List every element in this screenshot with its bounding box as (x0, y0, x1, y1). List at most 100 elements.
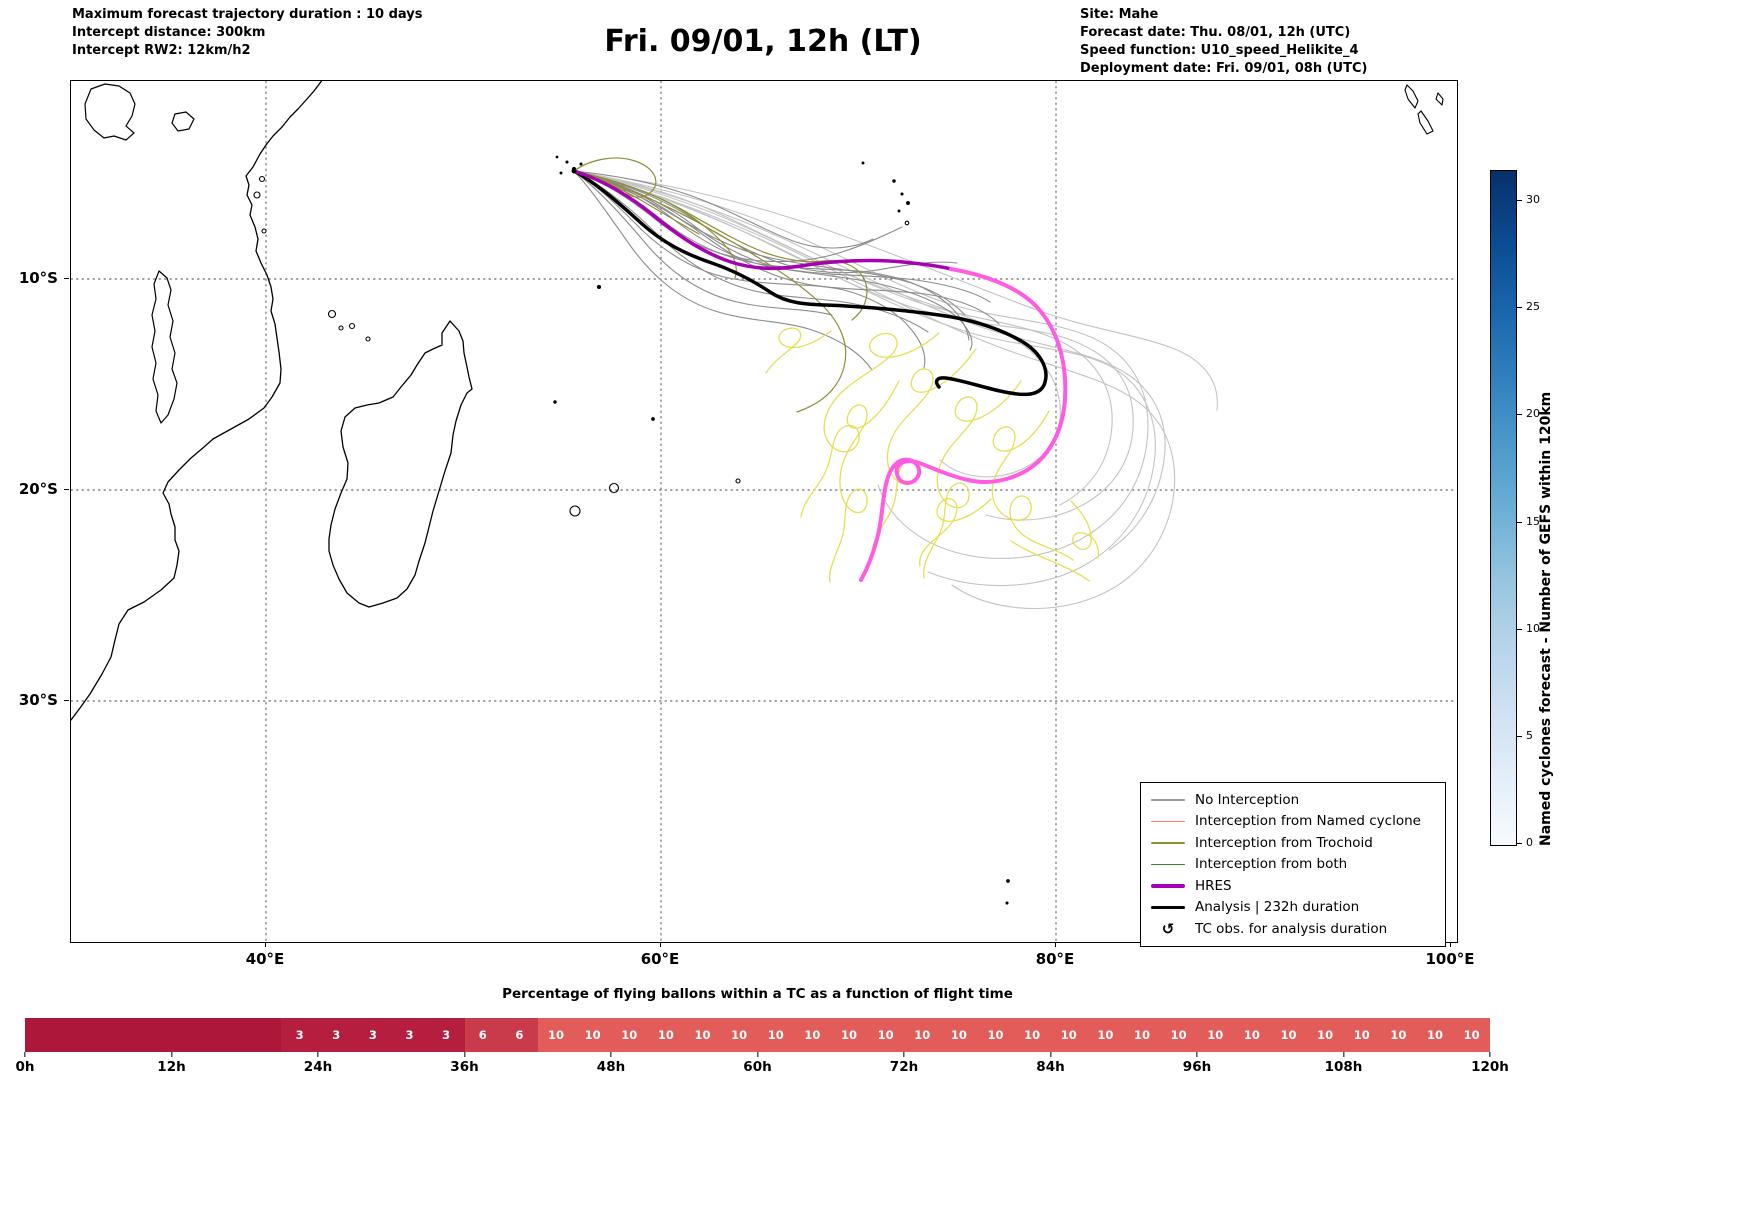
colorbar-tick-label: 15 (1526, 515, 1540, 528)
legend-label: Analysis | 232h duration (1195, 899, 1360, 916)
balloon-pct-segment: 10 (611, 1018, 648, 1052)
legend-label: Interception from Trochoid (1195, 834, 1373, 851)
balloon-pct-segment: 10 (1197, 1018, 1234, 1052)
legend-line-sample (1149, 905, 1187, 909)
trajectory-hres-extension (859, 267, 1068, 582)
colorbar-tickmark (1517, 414, 1522, 416)
figure-title: Fri. 09/01, 12h (LT) (604, 24, 922, 59)
balloon-pct-segment: 10 (1416, 1018, 1454, 1052)
hour-tick-label: 96h (1182, 1059, 1212, 1075)
map-gridlines (71, 81, 1457, 942)
intercept-distance-text: Intercept distance: 300km (72, 25, 266, 40)
balloon-pct-segment: 10 (1343, 1018, 1381, 1052)
colorbar (1490, 170, 1517, 846)
hour-tickmark (756, 1052, 759, 1057)
coastlines (71, 81, 473, 721)
colorbar-tick-label: 25 (1526, 300, 1540, 313)
lakes (84, 83, 195, 424)
trajectory-analysis (572, 169, 1048, 397)
hour-tickmark (610, 1052, 612, 1057)
legend-line-sample (1149, 820, 1187, 822)
legend-item: Interception from Named cyclone (1149, 811, 1437, 833)
balloon-pct-segment: 10 (647, 1018, 685, 1052)
legend-entries: No Interception Interception from Named c… (1149, 789, 1437, 940)
hour-tickmark (1196, 1052, 1198, 1057)
forecast-date-text: Forecast date: Thu. 08/01, 12h (UTC) (1080, 25, 1351, 40)
balloon-pct-segment: 10 (940, 1018, 978, 1052)
balloon-strip: 3 3 3 3 3 6 6 10 10 10 10 10 10 10 10 10 10 10 10 10 10 10 10 1… (25, 1018, 1490, 1052)
colorbar-tickmark (1517, 629, 1522, 631)
legend-item: ↺ TC obs. for analysis duration (1149, 918, 1437, 940)
balloon-pct-segment: 10 (977, 1018, 1014, 1052)
balloon-pct-segment: 3 (354, 1018, 392, 1052)
balloon-pct-segment: 10 (1453, 1018, 1490, 1052)
y-tickmark (64, 489, 69, 491)
y-tick-label: 30°S (18, 691, 58, 709)
max-duration-text: Maximum forecast trajectory duration : 1… (72, 7, 423, 22)
legend-item: Interception from both (1149, 854, 1437, 876)
speed-function-text: Speed function: U10_speed_Helikite_4 (1080, 43, 1359, 58)
colorbar-tick-label: 10 (1526, 622, 1540, 635)
y-tickmark (64, 278, 69, 280)
legend-line-sample (1149, 842, 1187, 844)
x-tick-label: 100°E (1425, 950, 1475, 968)
balloon-pct-segment: 10 (867, 1018, 904, 1052)
trajectory-trochoid-olive (573, 157, 868, 413)
legend-label: No Interception (1195, 791, 1300, 808)
tc-obs-symbol-icon: ↺ (1161, 919, 1175, 938)
x-tick-label: 60°E (640, 950, 680, 968)
balloon-pct-segment (208, 1018, 245, 1052)
hour-tickmark (1049, 1052, 1052, 1057)
legend-item: Analysis | 232h duration (1149, 897, 1437, 919)
balloon-pct-segment (134, 1018, 172, 1052)
balloon-pct-segment: 3 (427, 1018, 465, 1052)
colorbar-tickmark (1517, 843, 1522, 845)
balloon-pct-segment: 10 (1123, 1018, 1161, 1052)
colorbar-tickmark (1517, 736, 1522, 738)
colorbar-tickmark (1517, 522, 1522, 524)
colorbar-tickmark (1517, 200, 1522, 202)
balloon-pct-segment (244, 1018, 282, 1052)
balloon-pct-segment: 10 (1013, 1018, 1051, 1052)
balloon-pct-segment: 10 (757, 1018, 795, 1052)
trajectory-map (70, 80, 1458, 943)
balloon-pct-segment: 6 (501, 1018, 538, 1052)
balloon-pct-segment: 10 (830, 1018, 868, 1052)
balloon-pct-segment (25, 1018, 62, 1052)
colorbar-tick-label: 30 (1526, 193, 1540, 206)
legend-item: HRES (1149, 875, 1437, 897)
intercept-rw2-text: Intercept RW2: 12km/h2 (72, 43, 251, 58)
x-tick-label: 80°E (1035, 950, 1075, 968)
hour-tick-label: 60h (743, 1059, 772, 1075)
deployment-date-text: Deployment date: Fri. 09/01, 08h (UTC) (1080, 61, 1368, 76)
trajectory-hres (572, 169, 953, 271)
balloon-pct-segment: 6 (464, 1018, 502, 1052)
balloon-pct-segment: 10 (1380, 1018, 1417, 1052)
colorbar-tickmark (1517, 307, 1522, 309)
balloon-pct-segment: 10 (720, 1018, 758, 1052)
hour-tickmark (170, 1052, 173, 1057)
y-tick-label: 10°S (18, 269, 58, 287)
colorbar-tick-label: 20 (1526, 407, 1540, 420)
balloon-pct-segment (171, 1018, 209, 1052)
legend-line-sample (1149, 884, 1187, 888)
hour-tick-label: 36h (450, 1059, 479, 1075)
hour-tick-label: 72h (889, 1059, 919, 1075)
legend-label: TC obs. for analysis duration (1195, 920, 1388, 937)
y-tickmark (64, 700, 69, 702)
balloon-pct-segment: 10 (794, 1018, 831, 1052)
legend-item: Interception from Trochoid (1149, 832, 1437, 854)
hour-tick-label: 24h (303, 1059, 333, 1075)
x-tickmark (1055, 941, 1057, 947)
legend-line-sample (1149, 799, 1187, 801)
y-tick-label: 20°S (18, 480, 58, 498)
hour-tick-label: 84h (1036, 1059, 1065, 1075)
hour-tickmark (1489, 1052, 1491, 1057)
legend-label: Interception from both (1195, 856, 1348, 873)
trajectory-start-marker (571, 168, 577, 174)
legend-line-sample (1149, 863, 1187, 865)
balloon-pct-segment: 10 (537, 1018, 575, 1052)
hour-tickmark (463, 1052, 466, 1057)
balloon-pct-segment: 10 (1160, 1018, 1197, 1052)
